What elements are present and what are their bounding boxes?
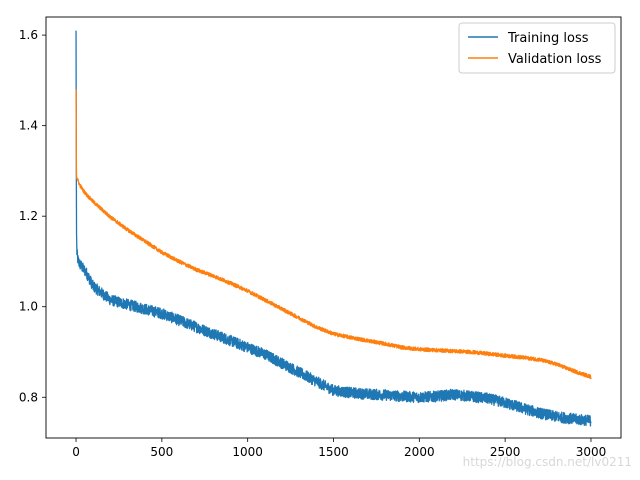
legend-label-training-loss: Training loss: [507, 31, 589, 46]
x-tick-label: 500: [150, 445, 173, 459]
y-tick-label: 1.6: [19, 28, 38, 42]
series-line-training-loss: [75, 30, 592, 427]
series-line-validation-loss: [75, 89, 592, 380]
y-tick-label: 1.0: [19, 300, 38, 314]
x-tick-label: 2000: [404, 445, 435, 459]
y-axis: 0.8 1.0 1.2 1.4 1.6: [19, 28, 46, 404]
legend: Training loss Validation loss: [458, 22, 616, 74]
x-tick-label: 1500: [318, 445, 349, 459]
series-layer: [75, 30, 592, 427]
x-tick-label: 2500: [490, 445, 521, 459]
legend-label-validation-loss: Validation loss: [508, 52, 602, 67]
legend-box: [458, 22, 616, 74]
y-tick-label: 1.2: [19, 209, 38, 223]
watermark: https://blog.csdn.net/lv0211: [463, 455, 632, 469]
x-tick-label: 0: [72, 445, 80, 459]
y-tick-label: 1.4: [19, 119, 38, 133]
x-axis: 0 500 1000 1500 2000 2500 3000: [72, 438, 606, 459]
y-tick-label: 0.8: [19, 390, 38, 404]
x-tick-label: 3000: [576, 445, 607, 459]
x-tick-label: 1000: [232, 445, 263, 459]
